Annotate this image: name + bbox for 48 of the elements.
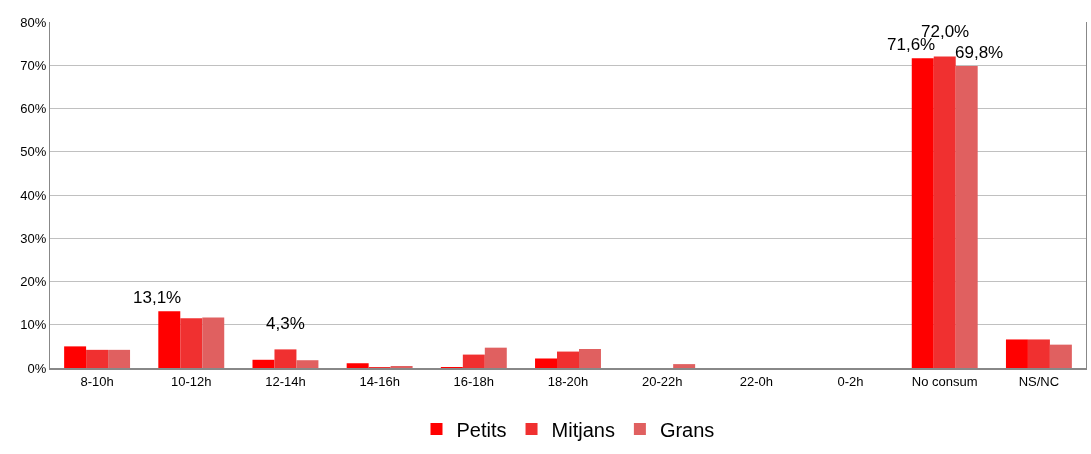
bar	[484, 347, 507, 368]
bar	[202, 317, 225, 368]
legend-label: Mitjans	[551, 418, 615, 441]
data-label: 13,1%	[133, 288, 182, 307]
x-tick-label: 14-16h	[359, 373, 400, 389]
bar	[955, 66, 978, 368]
y-tick-label: 60%	[20, 101, 47, 117]
legend-label: Grans	[659, 418, 715, 441]
bar	[1005, 339, 1028, 368]
bar	[64, 346, 87, 368]
bar	[108, 349, 131, 368]
x-tick-label: 0-2h	[837, 373, 864, 389]
x-tick-label: 8-10h	[80, 373, 114, 389]
bar	[462, 354, 485, 368]
y-tick-label: 20%	[20, 274, 47, 290]
bar	[252, 359, 275, 368]
bar	[578, 348, 601, 368]
x-tick-label: No consum	[911, 373, 978, 389]
y-tick-label: 0%	[27, 360, 47, 376]
x-tick-label: 20-22h	[641, 373, 683, 389]
bar	[535, 358, 558, 368]
x-tick-label: NS/NC	[1018, 373, 1060, 389]
y-tick-label: 10%	[20, 317, 47, 333]
bar	[180, 318, 203, 368]
bar	[158, 311, 181, 368]
bar	[673, 364, 696, 368]
bar	[274, 349, 297, 368]
y-tick-label: 40%	[20, 187, 47, 203]
bar	[557, 351, 579, 368]
x-tick-label: 10-12h	[171, 373, 212, 389]
bar	[1027, 339, 1050, 368]
x-tick-label: 22-0h	[739, 373, 773, 389]
bar	[911, 58, 934, 368]
legend-label: Petits	[456, 418, 507, 441]
bar	[933, 56, 956, 368]
bar	[1049, 344, 1072, 368]
x-tick-label: 12-14h	[265, 373, 306, 389]
y-tick-label: 80%	[20, 14, 47, 30]
x-tick-label: 16-18h	[453, 373, 495, 389]
y-tick-label: 70%	[20, 57, 47, 73]
bar	[346, 363, 369, 368]
data-label: 4,3%	[266, 314, 305, 333]
y-tick-label: 50%	[20, 144, 47, 160]
data-label: 69,8%	[955, 43, 1004, 62]
x-tick-label: 18-20h	[547, 373, 589, 389]
bar	[86, 349, 109, 368]
y-tick-label: 30%	[20, 230, 47, 246]
bar	[296, 360, 319, 368]
